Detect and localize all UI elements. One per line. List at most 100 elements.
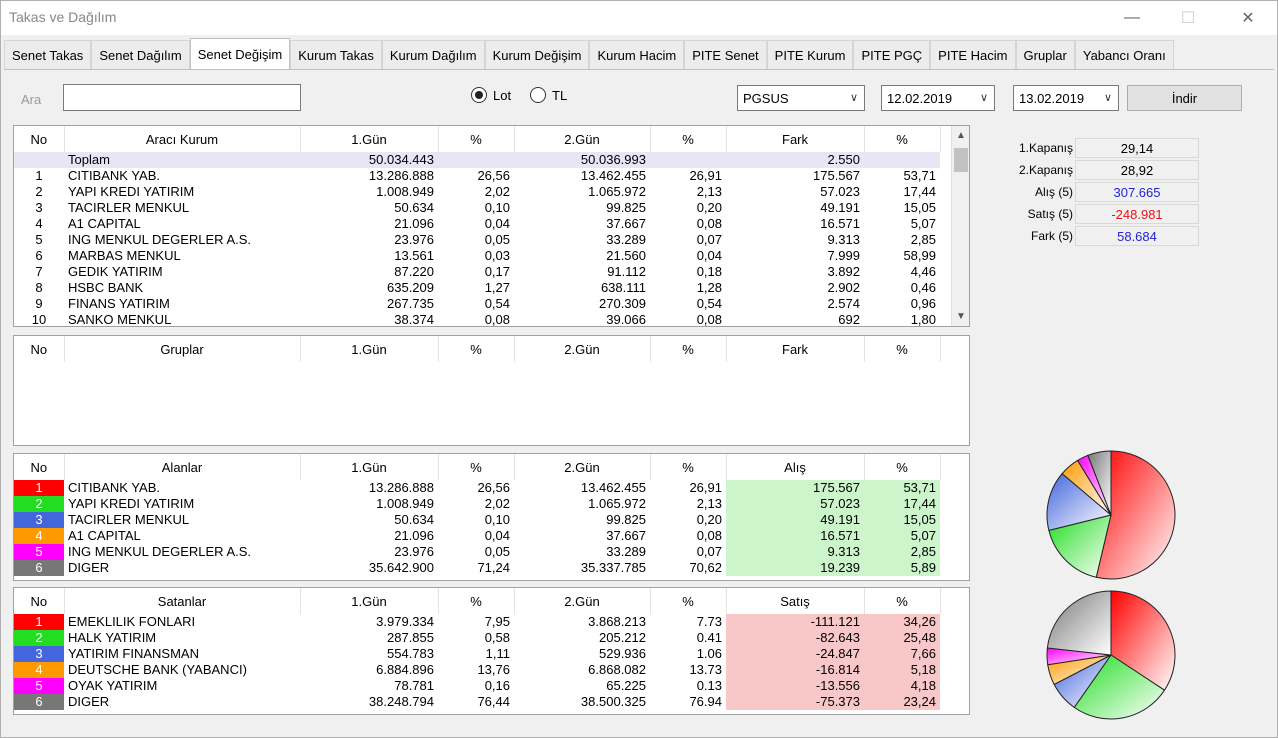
tab-8[interactable]: PITE Kurum [766,40,854,70]
column-header[interactable]: % [650,126,727,152]
tab-3[interactable]: Kurum Takas [290,40,382,70]
tab-7[interactable]: PITE Senet [684,40,767,70]
scroll-thumb[interactable] [954,148,968,172]
table-row[interactable]: 4 A1 CAPITAL 21.096 0,04 37.667 0,08 16.571 5,0… [14,216,940,232]
sellers-grid[interactable]: No Satanlar 1.Gün% 2.Gün% Satış% 1 EMEKLILIK F… [13,587,970,715]
table-row[interactable]: 6 DIGER 35.642.900 71,24 35.337.785 70,62 19.2… [14,560,940,576]
main-grid-scrollbar[interactable]: ▲ ▼ [951,126,969,326]
column-header[interactable]: % [438,588,515,614]
column-header[interactable]: % [650,336,727,362]
column-header[interactable]: % [438,126,515,152]
column-header[interactable]: % [864,336,941,362]
tab-4[interactable]: Kurum Dağılım [381,40,485,70]
tab-1[interactable]: Senet Dağılım [91,40,190,70]
table-row[interactable]: 6 DIGER 38.248.794 76,44 38.500.325 76.94 -75.… [14,694,940,710]
total-cell: 50.036.993 [514,152,650,168]
column-header[interactable]: % [650,454,727,480]
column-header[interactable]: No [14,588,65,614]
main-grid[interactable]: No Aracı Kurum 1.Gün% 2.Gün% Fark% Toplam 50.0… [13,125,970,327]
table-row[interactable]: 6 MARBAS MENKUL 13.561 0,03 21.560 0,04 7.999 5… [14,248,940,264]
table-cell: 2.574 [827,296,860,311]
column-header[interactable]: No [14,126,65,152]
tab-10[interactable]: PITE Hacim [930,40,1016,70]
buyers-grid[interactable]: No Alanlar 1.Gün% 2.Gün% Alış% 1 CITIBANK YAB.… [13,453,970,581]
column-header[interactable]: Alış [726,454,865,480]
column-header[interactable]: Gruplar [64,336,301,362]
column-header[interactable]: % [650,588,727,614]
column-header[interactable]: % [864,126,941,152]
tab-9[interactable]: PITE PGÇ [853,40,931,70]
total-row[interactable]: Toplam 50.034.443 50.036.993 2.550 [14,152,940,168]
table-row[interactable]: 5 ING MENKUL DEGERLER A.S. 23.976 0,05 33.28… [14,544,940,560]
tab-2[interactable]: Senet Değişim [189,38,291,70]
symbol-select[interactable]: PGSUS ∨ [737,85,865,111]
column-header[interactable]: % [864,454,941,480]
column-header[interactable]: No [14,454,65,480]
table-row[interactable]: 10 SANKO MENKUL 38.374 0,08 39.066 0,08 692 1,8… [14,312,940,326]
column-header[interactable]: Satanlar [64,588,301,614]
column-header[interactable]: 1.Gün [300,588,439,614]
table-row[interactable]: 7 GEDIK YATIRIM 87.220 0,17 91.112 0,18 3.892 4… [14,264,940,280]
scroll-up-icon[interactable]: ▲ [956,130,966,141]
column-header[interactable]: 2.Gün [514,336,651,362]
pie-slice [1046,472,1113,531]
table-cell: 50.634 [394,512,434,527]
table-row[interactable]: 4 A1 CAPITAL 21.096 0,04 37.667 0,08 16.571 5,0… [14,528,940,544]
column-header[interactable]: 1.Gün [300,126,439,152]
minimize-icon[interactable]: — [1124,9,1140,26]
table-row[interactable]: 3 TACIRLER MENKUL 50.634 0,10 99.825 0,20 49.1… [14,200,940,216]
search-input[interactable] [63,84,301,111]
table-cell: 0,03 [484,248,510,263]
date1-select[interactable]: 12.02.2019 ∨ [881,85,995,111]
column-header[interactable]: % [438,336,515,362]
summary-value: 29,14 [1075,138,1199,158]
column-header[interactable]: Aracı Kurum [64,126,301,152]
column-header[interactable]: % [438,454,515,480]
column-header[interactable]: 2.Gün [514,588,651,614]
table-row[interactable]: 2 HALK YATIRIM 287.855 0,58 205.212 0.41 -82.6… [14,630,940,646]
column-header[interactable]: 2.Gün [514,126,651,152]
column-header[interactable]: Satış [726,588,865,614]
table-cell: 554.783 [387,646,434,661]
download-button[interactable]: İndir [1127,85,1242,111]
groups-grid[interactable]: No Gruplar 1.Gün% 2.Gün% Fark% [13,335,970,446]
table-cell: 7,66 [864,646,940,662]
table-row[interactable]: 3 TACIRLER MENKUL 50.634 0,10 99.825 0,20 49.1… [14,512,940,528]
column-header[interactable]: Alanlar [64,454,301,480]
table-row[interactable]: 9 FINANS YATIRIM 267.735 0,54 270.309 0,54 2.5… [14,296,940,312]
table-row[interactable]: 4 DEUTSCHE BANK (YABANCI) 6.884.896 13,76 6.… [14,662,940,678]
table-cell: YAPI KREDI YATIRIM [68,184,195,199]
table-row[interactable]: 2 YAPI KREDI YATIRIM 1.008.949 2,02 1.065.97… [14,496,940,512]
table-row[interactable]: 1 CITIBANK YAB. 13.286.888 26,56 13.462.455 2… [14,168,940,184]
chevron-down-icon: ∨ [979,92,988,104]
table-row[interactable]: 5 OYAK YATIRIM 78.781 0,16 65.225 0.13 -13.556… [14,678,940,694]
column-header[interactable]: Fark [726,126,865,152]
table-cell: 53,71 [903,168,936,183]
table-cell: 0,96 [910,296,936,311]
table-row[interactable]: 3 YATIRIM FINANSMAN 554.783 1,11 529.936 1.06… [14,646,940,662]
table-row[interactable]: 8 HSBC BANK 635.209 1,27 638.111 1,28 2.902 0,4… [14,280,940,296]
radio-lot[interactable]: Lot [471,87,511,103]
table-row[interactable]: 1 EMEKLILIK FONLARI 3.979.334 7,95 3.868.213… [14,614,940,630]
radio-tl[interactable]: TL [530,87,567,103]
table-row[interactable]: 2 YAPI KREDI YATIRIM 1.008.949 2,02 1.065.97… [14,184,940,200]
table-row[interactable]: 1 CITIBANK YAB. 13.286.888 26,56 13.462.455 2… [14,480,940,496]
column-header[interactable]: Fark [726,336,865,362]
column-header[interactable]: 1.Gün [300,336,439,362]
tab-6[interactable]: Kurum Hacim [589,40,685,70]
table-cell: 2,02 [484,496,510,511]
scroll-down-icon[interactable]: ▼ [956,311,966,322]
tab-11[interactable]: Gruplar [1015,40,1075,70]
date2-select[interactable]: 13.02.2019 ∨ [1013,85,1119,111]
column-header[interactable]: 1.Gün [300,454,439,480]
close-icon[interactable]: ✕ [1241,10,1255,27]
column-header[interactable]: 2.Gün [514,454,651,480]
tab-12[interactable]: Yabancı Oranı [1074,40,1174,70]
tab-5[interactable]: Kurum Değişim [484,40,590,70]
tab-0[interactable]: Senet Takas [4,40,92,70]
table-row[interactable]: 5 ING MENKUL DEGERLER A.S. 23.976 0,05 33.28… [14,232,940,248]
column-header[interactable]: No [14,336,65,362]
table-cell: 5,89 [864,560,940,576]
table-cell: 26,91 [689,480,722,495]
column-header[interactable]: % [864,588,941,614]
